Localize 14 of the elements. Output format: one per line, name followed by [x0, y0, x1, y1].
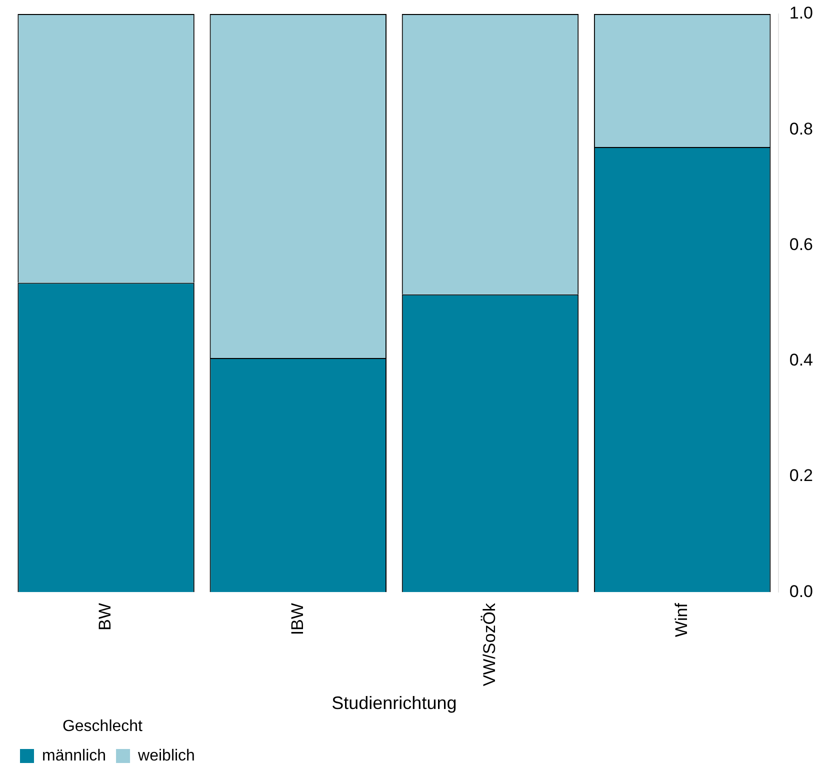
x-tick-label: BW [96, 603, 115, 630]
y-tick-label: 0.6 [789, 234, 814, 254]
y-tick-label: 0.8 [789, 119, 814, 138]
y-tick-label: 0.4 [789, 350, 814, 370]
x-tick-label: IBW [288, 603, 307, 636]
y-tick-label: 0.2 [789, 466, 814, 486]
x-tick-label: VW/SozÖk [480, 602, 499, 686]
y-tick-label: 0.0 [789, 582, 814, 601]
x-axis-title: Studienrichtung [332, 692, 457, 713]
legend-label: weiblich [137, 747, 195, 764]
x-tick-label: Winf [672, 602, 692, 638]
legend-label: männlich [42, 747, 106, 764]
legend-title: Geschlecht [62, 718, 144, 736]
y-tick-label: 1.0 [789, 4, 814, 23]
